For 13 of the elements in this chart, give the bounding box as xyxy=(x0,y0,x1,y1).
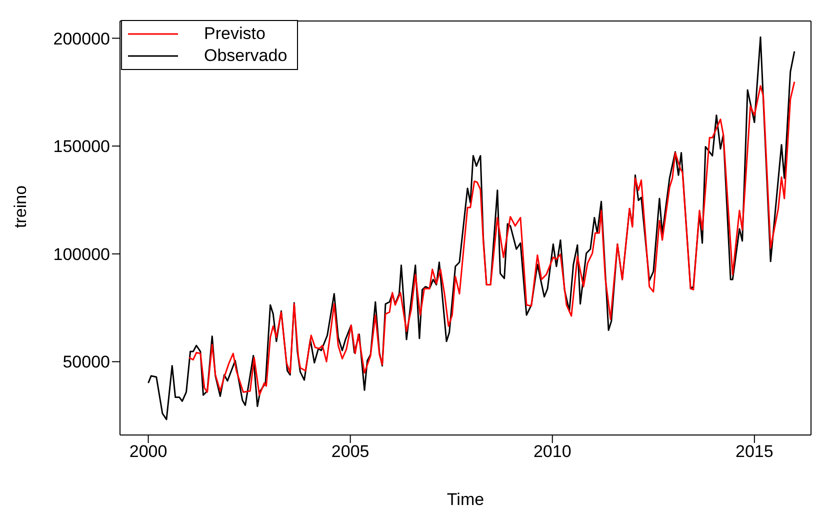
y-tick-label: 50000 xyxy=(62,352,110,372)
legend-label: Observado xyxy=(204,46,288,66)
legend-label: Previsto xyxy=(204,24,266,44)
x-tick-label: 2010 xyxy=(533,442,572,462)
x-axis-title: Time xyxy=(446,490,484,509)
x-tick-label: 2015 xyxy=(736,442,774,462)
x-tick-label: 2005 xyxy=(331,442,370,462)
line-series xyxy=(188,81,796,396)
x-tick-label: 2000 xyxy=(129,442,168,462)
y-tick-label: 200000 xyxy=(53,29,110,48)
y-tick-label: 100000 xyxy=(53,244,110,264)
y-axis-title: treino xyxy=(11,185,30,228)
y-tick-label: 150000 xyxy=(53,137,110,156)
